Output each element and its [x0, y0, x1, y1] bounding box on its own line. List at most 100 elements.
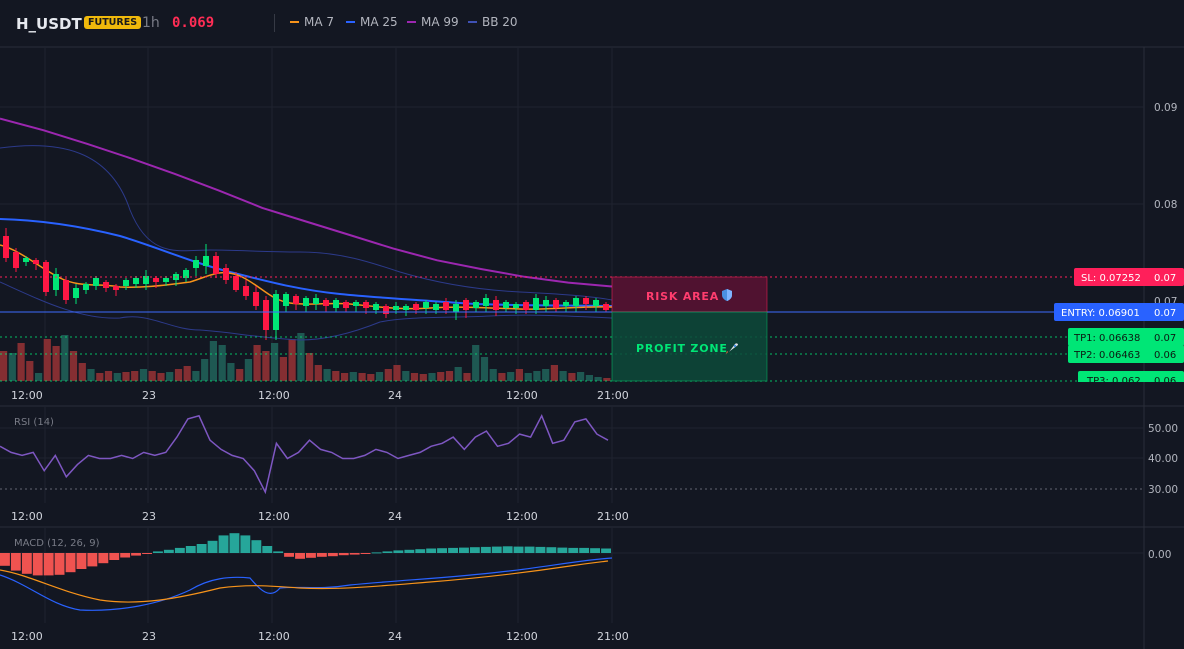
- candle-body: [303, 298, 309, 306]
- legend-ma99-label: MA 99: [421, 15, 459, 29]
- candle-body: [563, 302, 569, 306]
- candle-body: [483, 298, 489, 306]
- macd-histogram-bar: [371, 552, 382, 554]
- candle-body: [533, 298, 539, 310]
- volume-bar: [349, 372, 357, 381]
- volume-bar: [0, 351, 8, 381]
- rsi-time-axis: 12:00 23 12:00 24 12:00 21:00: [11, 510, 629, 523]
- profit-zone: [611, 311, 768, 382]
- candle-body: [423, 302, 429, 308]
- sl-tag: [1074, 268, 1184, 286]
- profit-zone-label: PROFIT ZONE: [636, 342, 728, 355]
- macd-histogram-bar: [284, 553, 294, 557]
- macd-histogram-bar: [306, 553, 316, 558]
- candle-body: [493, 300, 499, 310]
- legend-ma7-swatch: [290, 21, 299, 23]
- macd-histogram-bar: [109, 553, 120, 560]
- candle-body: [553, 300, 559, 308]
- candle-body: [323, 300, 329, 306]
- candle-body: [583, 298, 589, 304]
- candle-body: [343, 302, 349, 308]
- macd-time-tick: 21:00: [597, 630, 629, 643]
- macd-histogram-bar: [185, 546, 196, 553]
- volume-bar: [96, 373, 104, 381]
- price-time-tick: 12:00: [506, 389, 538, 402]
- risk-area-label: RISK AREA: [646, 290, 719, 303]
- candle-body: [113, 286, 119, 290]
- volume-bar: [297, 333, 305, 381]
- volume-bar: [166, 372, 174, 381]
- tp2-tag: [1068, 345, 1184, 363]
- volume-bar: [437, 372, 445, 381]
- volume-bar: [113, 373, 121, 381]
- legend-ma25[interactable]: MA 25: [346, 15, 398, 29]
- volume-bar: [559, 371, 567, 381]
- macd-histogram-bar: [415, 549, 426, 553]
- macd-histogram-bar: [142, 553, 152, 554]
- candle-body: [3, 236, 9, 258]
- macd-time-tick: 12:00: [11, 630, 43, 643]
- candle-body: [403, 306, 409, 310]
- macd-histogram-bar: [76, 553, 87, 569]
- candle-body: [213, 256, 219, 274]
- macd-histogram-bar: [43, 553, 54, 576]
- macd-histogram-bar: [426, 548, 437, 553]
- volume-bar: [244, 359, 252, 381]
- candle-body: [73, 288, 79, 298]
- timeframe-label[interactable]: 1h: [142, 15, 160, 31]
- macd-histogram-bar: [32, 553, 43, 576]
- macd-time-tick: 12:00: [258, 630, 290, 643]
- volume-bar: [428, 373, 436, 381]
- volume-bar: [515, 369, 523, 381]
- legend-bb20[interactable]: BB 20: [468, 15, 518, 29]
- symbol-name[interactable]: H_USDT: [16, 15, 82, 33]
- volume-bar: [87, 369, 95, 381]
- volume-bar: [393, 365, 401, 381]
- volume-bar: [26, 361, 34, 381]
- macd-histogram-bar: [229, 533, 240, 553]
- candle-body: [83, 284, 89, 290]
- tp1-axis-value: 0.07: [1154, 333, 1176, 344]
- volume-bar: [253, 345, 261, 381]
- macd-histogram-bar: [10, 553, 21, 571]
- candle-body: [93, 278, 99, 286]
- macd-histogram-bar: [153, 551, 163, 553]
- candle-body: [393, 306, 399, 310]
- macd-histogram-bar: [601, 548, 611, 553]
- bb-lower-band: [0, 281, 613, 341]
- macd-histogram-bar: [273, 551, 284, 553]
- rsi-time-tick: 21:00: [597, 510, 629, 523]
- tp3-tag-clip: TP3: 0.062 0.06: [1078, 371, 1184, 382]
- volume-bar: [358, 373, 366, 381]
- volume-bar: [550, 365, 558, 381]
- volume-bar: [148, 371, 156, 381]
- macd-histogram-bar: [360, 553, 371, 554]
- price-tick-0.08: 0.08: [1154, 199, 1177, 211]
- tp2-tag-text: TP2: 0.06463: [1073, 350, 1140, 361]
- volume-bar: [52, 346, 60, 381]
- price-time-tick: 12:00: [258, 389, 290, 402]
- macd-histogram-bar: [568, 547, 579, 553]
- legend-ma7[interactable]: MA 7: [290, 15, 334, 29]
- macd-histogram-bar: [546, 547, 557, 553]
- volume-bar: [603, 378, 611, 381]
- legend-ma99-swatch: [407, 21, 416, 23]
- macd-histogram-bar: [448, 547, 458, 553]
- rsi-tick-30: 30.00: [1148, 484, 1178, 496]
- legend-ma99[interactable]: MA 99: [407, 15, 459, 29]
- volume-bar: [218, 345, 226, 381]
- price-time-tick: 12:00: [11, 389, 43, 402]
- macd-time-tick: 24: [388, 630, 402, 643]
- candle-body: [353, 302, 359, 306]
- volume-bar: [183, 366, 191, 381]
- macd-histogram-bar: [196, 544, 207, 553]
- candle-body: [313, 298, 319, 304]
- candle-body: [523, 302, 529, 310]
- volume-bar: [122, 372, 130, 381]
- macd-histogram-bar: [131, 553, 141, 556]
- macd-time-tick: 12:00: [506, 630, 538, 643]
- candle-body: [233, 276, 239, 290]
- candle-body: [453, 304, 459, 312]
- volume-bar: [489, 369, 497, 381]
